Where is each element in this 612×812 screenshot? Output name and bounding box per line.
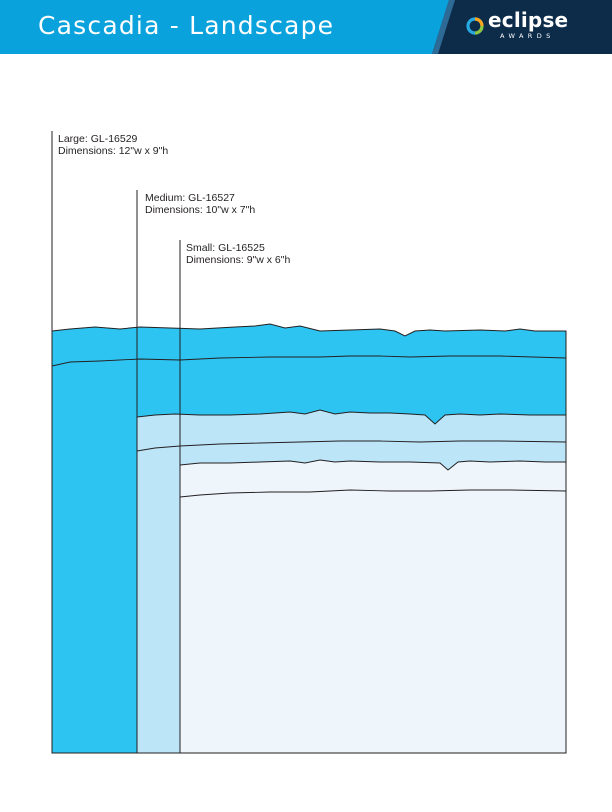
size-name-medium: Medium: GL-16527 bbox=[145, 192, 235, 204]
eclipse-logo-icon bbox=[466, 17, 484, 35]
logo-panel bbox=[432, 0, 612, 54]
medium-contour-line bbox=[136, 440, 567, 452]
size-label-small: Small: GL-16525 Dimensions: 9"w x 6"h bbox=[186, 242, 290, 266]
page-title: Cascadia - Landscape bbox=[38, 11, 335, 40]
logo-subtext: AWARDS bbox=[500, 32, 555, 40]
large-contour-line bbox=[51, 355, 567, 367]
size-name-large: Large: GL-16529 bbox=[58, 133, 138, 145]
size-dimensions-small: Dimensions: 9"w x 6"h bbox=[186, 254, 291, 266]
size-dimensions-large: Dimensions: 12"w x 9"h bbox=[58, 145, 169, 157]
size-name-small: Small: GL-16525 bbox=[186, 242, 265, 254]
small-contour-line bbox=[179, 489, 567, 498]
size-dimensions-medium: Dimensions: 10"w x 7"h bbox=[145, 204, 256, 216]
size-label-medium: Medium: GL-16527 Dimensions: 10"w x 7"h bbox=[145, 192, 255, 216]
logo-wordmark: eclipse bbox=[488, 8, 569, 32]
small-panel bbox=[179, 459, 567, 754]
header-bar: Cascadia - Landscape eclipse AWARDS bbox=[0, 0, 612, 54]
size-label-large: Large: GL-16529 Dimensions: 12"w x 9"h bbox=[58, 133, 168, 157]
